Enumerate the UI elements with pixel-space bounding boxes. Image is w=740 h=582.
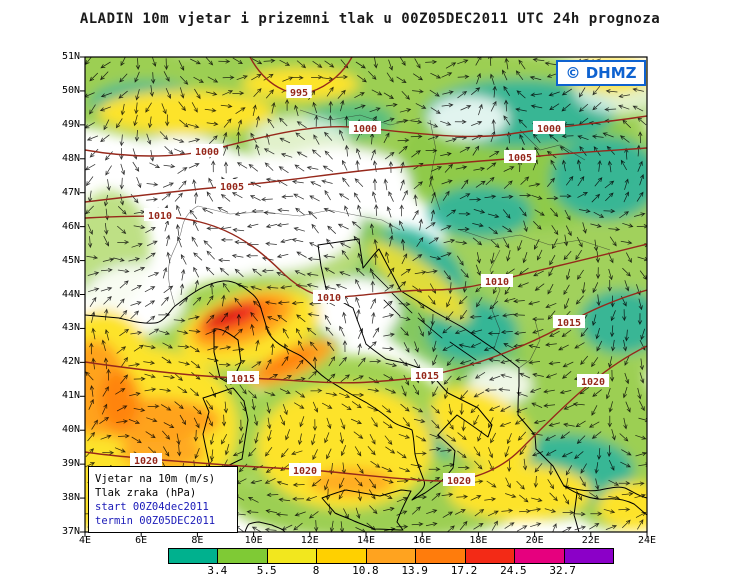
- lon-label: 20E: [525, 535, 544, 546]
- lon-label: 14E: [356, 535, 376, 546]
- legend-line-wind: Vjetar na 10m (m/s): [95, 473, 216, 485]
- lat-label: 48N: [61, 152, 80, 164]
- isobar-value-label: 1005: [508, 153, 532, 164]
- colorbar-segment: [267, 549, 318, 563]
- isobar-value-label: 1020: [581, 377, 605, 388]
- colorbar-segment: [515, 549, 565, 563]
- lon-label: 6E: [135, 535, 148, 546]
- isobar-value-label: 1000: [537, 124, 561, 135]
- lat-label: 42N: [61, 356, 80, 368]
- lat-label: 44N: [61, 288, 80, 300]
- coastlines: [85, 238, 647, 532]
- legend-box: Vjetar na 10m (m/s) Tlak zraka (hPa) sta…: [88, 466, 238, 533]
- colorbar-segment: [169, 549, 219, 563]
- isobar-labels: 995 1000 1000 1000 1005 1005 1010 1010 1010 1015 1…: [130, 85, 609, 487]
- map-title: ALADIN 10m vjetar i prizemni tlak u 00Z0…: [79, 11, 661, 27]
- colorbar-value: 5.5: [256, 564, 277, 577]
- wind-speed-colorbar: [168, 548, 614, 564]
- isobar-value-label: 1000: [195, 147, 219, 158]
- colorbar-segment: [465, 549, 516, 563]
- lon-label: 24E: [637, 535, 657, 546]
- colorbar-value: 8: [312, 564, 320, 577]
- wind-barbs: [85, 57, 647, 532]
- colorbar-segment: [317, 549, 367, 563]
- isobar-1005: [85, 147, 647, 203]
- colorbar-segment: [564, 549, 613, 563]
- colorbar-value: 13.9: [401, 564, 428, 577]
- colorbar-segment: [416, 549, 466, 563]
- legend-line-termin: termin 00Z05DEC2011: [95, 515, 216, 527]
- colorbar-value: 17.2: [450, 564, 478, 577]
- lon-label: 12E: [300, 535, 319, 546]
- lat-label: 43N: [61, 322, 80, 334]
- dhmz-copyright: © DHMZ: [556, 60, 646, 86]
- isobar-value-label: 1015: [557, 318, 581, 329]
- colorbar-value: 10.8: [352, 564, 379, 577]
- lat-label: 45N: [61, 254, 80, 266]
- lat-label: 37N: [61, 526, 80, 537]
- isobar-value-label: 1015: [415, 371, 439, 382]
- lon-label: 8E: [191, 535, 204, 546]
- isobar-value-label: 1010: [485, 277, 509, 288]
- legend-line-pressure: Tlak zraka (hPa): [95, 487, 197, 499]
- isobar-value-label: 995: [290, 88, 308, 99]
- lat-label: 51N: [61, 51, 80, 62]
- lon-label: 22E: [581, 535, 600, 546]
- legend-line-start: start 00Z04dec2011: [95, 501, 209, 513]
- lon-label: 4E: [78, 535, 92, 546]
- lat-label: 40N: [61, 424, 80, 436]
- lat-label: 38N: [61, 492, 80, 504]
- isobar-value-label: 1015: [231, 374, 255, 385]
- isobar-value-label: 1000: [353, 124, 377, 135]
- lon-label: 18E: [469, 535, 488, 546]
- lat-label: 49N: [61, 118, 80, 130]
- lat-label: 47N: [61, 186, 80, 198]
- lat-label: 50N: [61, 84, 80, 96]
- isobar-value-label: 1005: [220, 182, 244, 193]
- colorbar-value: 32.7: [549, 564, 576, 577]
- axis-ticks: [80, 56, 648, 537]
- isobar-value-label: 1010: [148, 211, 172, 222]
- lon-label: 16E: [413, 535, 432, 546]
- isobar-value-label: 1020: [447, 476, 471, 487]
- lat-label: 41N: [61, 390, 80, 402]
- isobar-value-label: 1020: [134, 456, 158, 467]
- colorbar-segment: [366, 549, 417, 563]
- colorbar-segment: [218, 549, 268, 563]
- lat-label: 46N: [61, 220, 80, 232]
- colorbar-value: 24.5: [500, 564, 527, 577]
- isobar-value-label: 1020: [293, 466, 317, 477]
- colorbar-value: 3.4: [207, 564, 228, 577]
- isobar-value-label: 1010: [317, 293, 341, 304]
- lat-label: 39N: [61, 458, 80, 470]
- lon-label: 10E: [244, 535, 263, 546]
